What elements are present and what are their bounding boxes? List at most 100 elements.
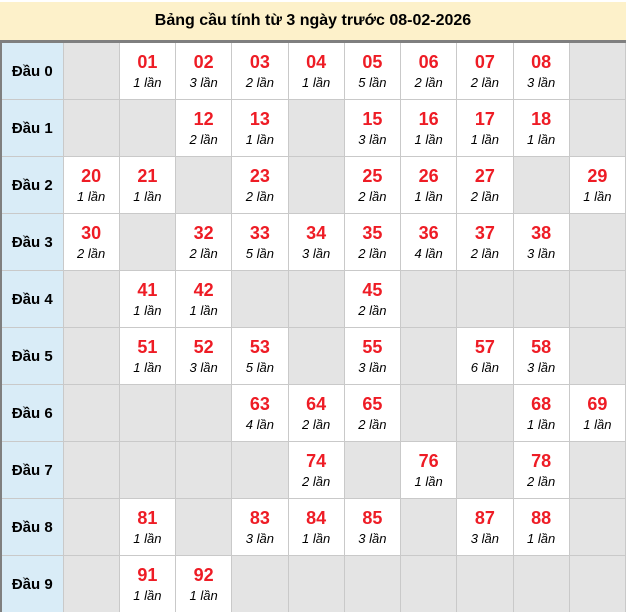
empty-cell <box>62 498 120 556</box>
number-cell: 13 1 lần <box>231 99 289 157</box>
empty-cell <box>287 270 345 328</box>
number-cell: 53 5 lần <box>231 327 289 385</box>
empty-cell <box>287 99 345 157</box>
lottery-head-table: Đầu 0 01 1 lần 02 3 lần 03 2 lần 04 1 lần 05 5 lần… <box>0 40 626 612</box>
number-value: 02 <box>193 52 214 72</box>
occurrence-count: 2 lần <box>358 246 387 261</box>
number-cell: 78 2 lần <box>512 441 570 499</box>
occurrence-count: 1 lần <box>133 189 162 204</box>
empty-cell <box>568 498 626 556</box>
number-cell: 84 1 lần <box>287 498 345 556</box>
number-cell: 37 2 lần <box>456 213 514 271</box>
occurrence-count: 2 lần <box>414 75 443 90</box>
number-cell: 69 1 lần <box>568 384 626 442</box>
empty-cell <box>399 498 458 556</box>
number-cell: 07 2 lần <box>456 41 514 100</box>
number-cell: 65 2 lần <box>343 384 402 442</box>
occurrence-count: 1 lần <box>245 132 274 147</box>
occurrence-count: 2 lần <box>358 189 387 204</box>
occurrence-count: 3 lần <box>527 246 556 261</box>
number-value: 36 <box>418 223 439 243</box>
occurrence-count: 5 lần <box>245 246 274 261</box>
empty-cell <box>399 555 458 612</box>
occurrence-count: 1 lần <box>133 75 162 90</box>
row-label: Đầu 3 <box>0 213 64 271</box>
empty-cell <box>399 327 458 385</box>
number-value: 30 <box>81 223 102 243</box>
occurrence-count: 5 lần <box>358 75 387 90</box>
number-value: 85 <box>362 508 383 528</box>
empty-cell <box>399 270 458 328</box>
row-label: Đầu 0 <box>0 41 64 100</box>
occurrence-count: 1 lần <box>133 303 162 318</box>
empty-cell <box>118 213 177 271</box>
number-cell: 16 1 lần <box>399 99 458 157</box>
empty-cell <box>231 441 289 499</box>
row-label: Đầu 7 <box>0 441 64 499</box>
number-cell: 52 3 lần <box>174 327 233 385</box>
occurrence-count: 1 lần <box>414 189 443 204</box>
occurrence-count: 2 lần <box>302 474 331 489</box>
empty-cell <box>174 441 233 499</box>
occurrence-count: 2 lần <box>302 417 331 432</box>
occurrence-count: 1 lần <box>470 132 499 147</box>
number-value: 74 <box>306 451 327 471</box>
occurrence-count: 1 lần <box>133 360 162 375</box>
occurrence-count: 1 lần <box>189 588 218 603</box>
occurrence-count: 1 lần <box>414 132 443 147</box>
empty-cell <box>174 498 233 556</box>
occurrence-count: 4 lần <box>414 246 443 261</box>
empty-cell <box>118 441 177 499</box>
empty-cell <box>512 270 570 328</box>
number-value: 52 <box>193 337 214 357</box>
number-value: 27 <box>474 166 495 186</box>
occurrence-count: 6 lần <box>470 360 499 375</box>
empty-cell <box>343 441 402 499</box>
number-cell: 76 1 lần <box>399 441 458 499</box>
empty-cell <box>118 384 177 442</box>
empty-cell <box>568 41 626 100</box>
row-label: Đầu 8 <box>0 498 64 556</box>
number-value: 32 <box>193 223 214 243</box>
number-cell: 35 2 lần <box>343 213 402 271</box>
number-value: 35 <box>362 223 383 243</box>
number-value: 58 <box>531 337 552 357</box>
number-value: 21 <box>137 166 158 186</box>
number-cell: 81 1 lần <box>118 498 177 556</box>
number-value: 03 <box>249 52 270 72</box>
empty-cell <box>456 270 514 328</box>
number-cell: 91 1 lần <box>118 555 177 612</box>
occurrence-count: 1 lần <box>414 474 443 489</box>
empty-cell <box>231 555 289 612</box>
empty-cell <box>287 327 345 385</box>
occurrence-count: 1 lần <box>77 189 106 204</box>
empty-cell <box>568 270 626 328</box>
empty-cell <box>456 555 514 612</box>
table-row: Đầu 8 81 1 lần 83 3 lần 84 1 lần 85 3 lần 87 3 lần… <box>0 498 626 556</box>
row-label: Đầu 9 <box>0 555 64 612</box>
number-value: 25 <box>362 166 383 186</box>
occurrence-count: 2 lần <box>358 303 387 318</box>
number-cell: 23 2 lần <box>231 156 289 214</box>
empty-cell <box>62 441 120 499</box>
row-label: Đầu 6 <box>0 384 64 442</box>
number-value: 65 <box>362 394 383 414</box>
number-value: 12 <box>193 109 214 129</box>
occurrence-count: 3 lần <box>189 75 218 90</box>
number-value: 29 <box>587 166 608 186</box>
table-body: Đầu 0 01 1 lần 02 3 lần 03 2 lần 04 1 lần 05 5 lần… <box>0 41 626 612</box>
number-cell: 08 3 lần <box>512 41 570 100</box>
number-value: 37 <box>474 223 495 243</box>
occurrence-count: 2 lần <box>358 417 387 432</box>
number-cell: 57 6 lần <box>456 327 514 385</box>
occurrence-count: 1 lần <box>302 75 331 90</box>
number-value: 01 <box>137 52 158 72</box>
number-value: 26 <box>418 166 439 186</box>
occurrence-count: 3 lần <box>358 360 387 375</box>
number-value: 76 <box>418 451 439 471</box>
number-cell: 12 2 lần <box>174 99 233 157</box>
occurrence-count: 4 lần <box>245 417 274 432</box>
number-cell: 18 1 lần <box>512 99 570 157</box>
number-value: 34 <box>306 223 327 243</box>
number-cell: 34 3 lần <box>287 213 345 271</box>
